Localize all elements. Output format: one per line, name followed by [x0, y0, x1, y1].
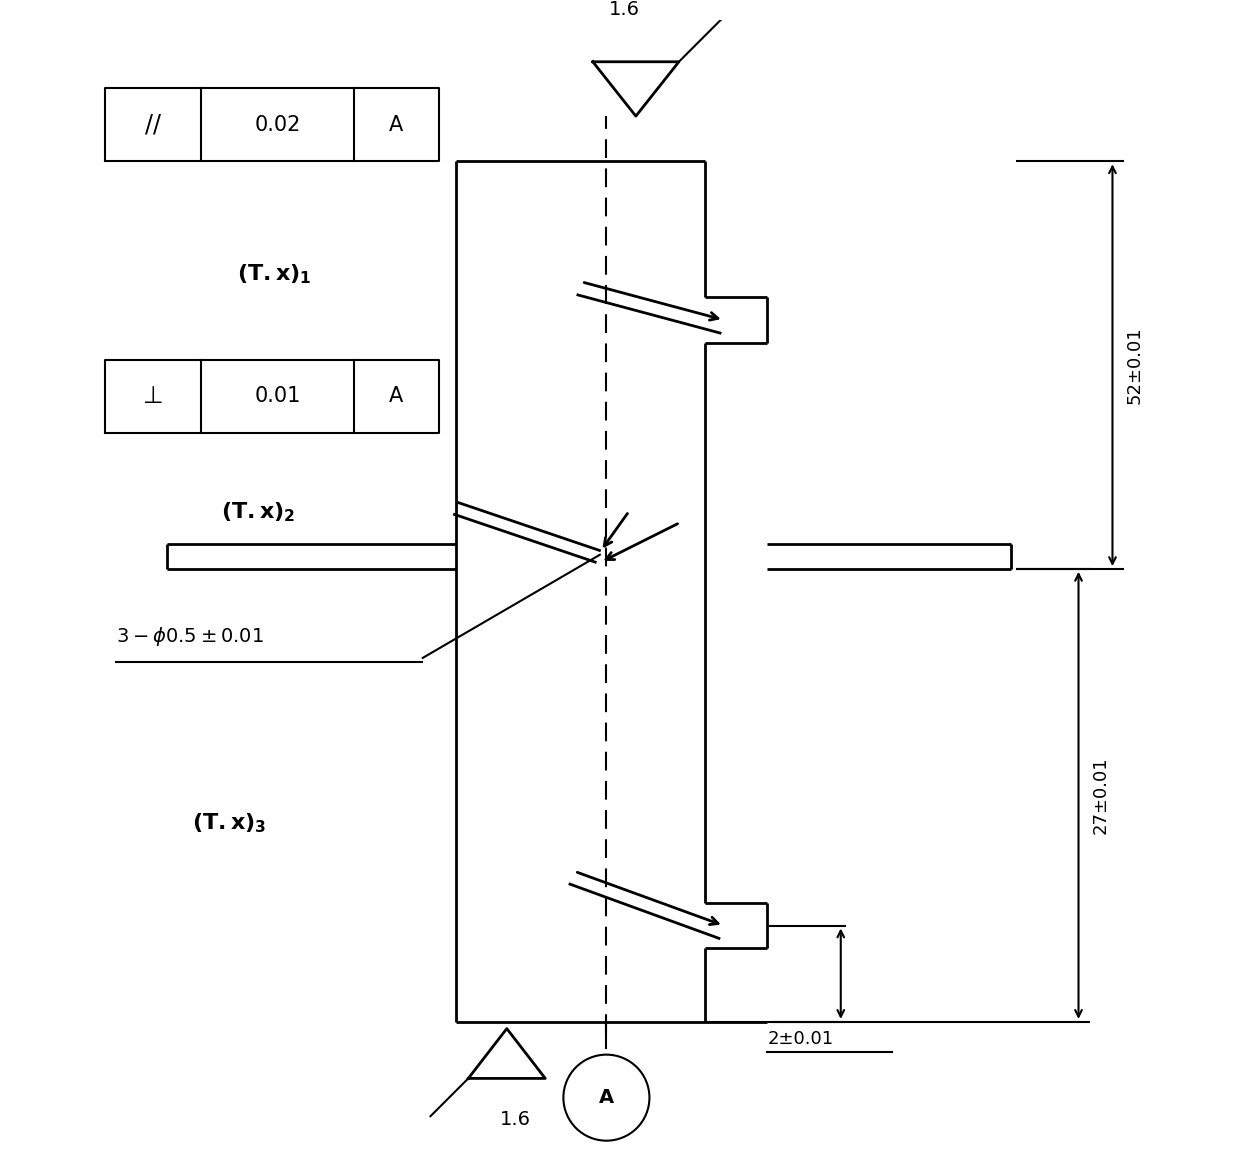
Text: $\mathbf{(T.x)_1}$: $\mathbf{(T.x)_1}$ [238, 263, 312, 287]
Text: A: A [389, 114, 403, 135]
Text: 2±0.01: 2±0.01 [768, 1030, 833, 1048]
Text: //: // [145, 113, 161, 137]
Text: $3-\phi0.5\pm0.01$: $3-\phi0.5\pm0.01$ [117, 626, 264, 649]
Text: 1.6: 1.6 [609, 0, 640, 18]
Text: 52±0.01: 52±0.01 [1126, 326, 1145, 404]
Text: 0.01: 0.01 [254, 386, 301, 407]
Text: $\mathbf{(T.x)_3}$: $\mathbf{(T.x)_3}$ [192, 812, 267, 835]
Text: 27±0.01: 27±0.01 [1092, 757, 1110, 834]
Text: $\mathbf{(T.x)_2}$: $\mathbf{(T.x)_2}$ [221, 501, 295, 524]
Text: 0.02: 0.02 [254, 114, 301, 135]
Text: A: A [389, 386, 403, 407]
Text: A: A [599, 1089, 614, 1107]
Text: 1.6: 1.6 [501, 1111, 532, 1129]
Text: ⊥: ⊥ [143, 385, 164, 408]
